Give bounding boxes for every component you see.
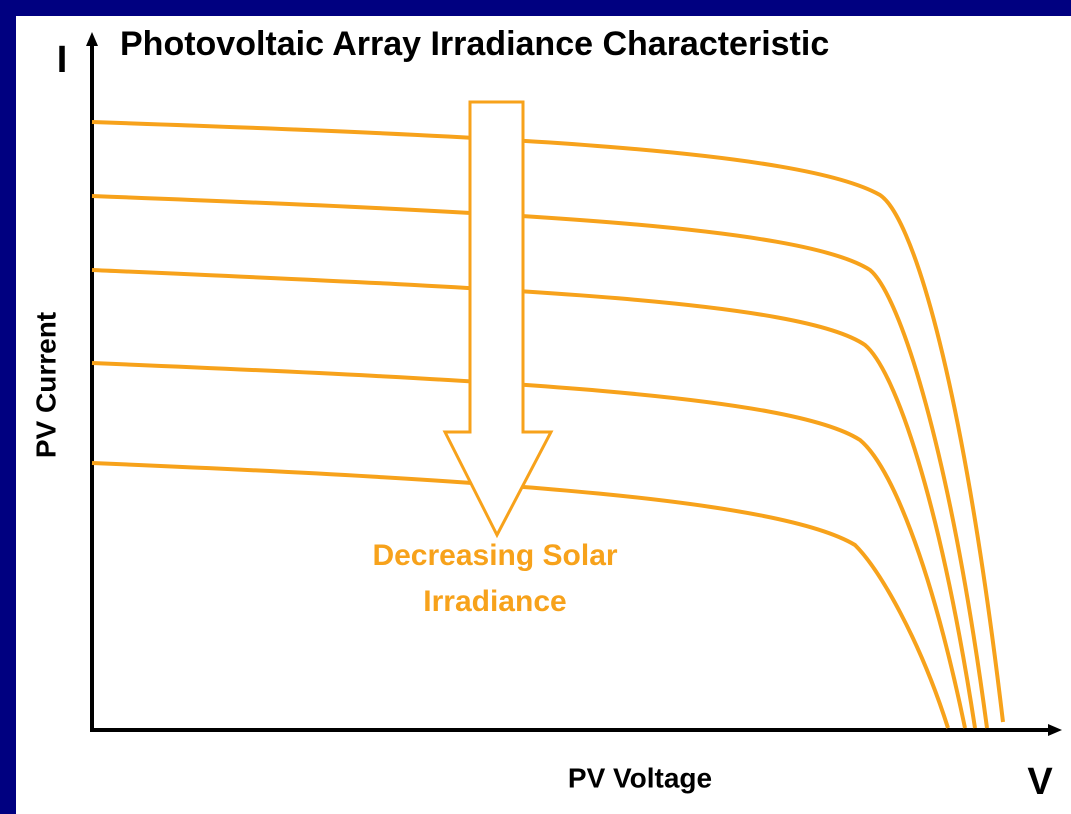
annotation-line: Decreasing Solar: [372, 539, 617, 572]
x-label: PV Voltage: [568, 762, 712, 793]
x-symbol: V: [1027, 761, 1053, 803]
iv-curve: [91, 361, 967, 729]
iv-curve: [91, 461, 950, 729]
x-axis-arrow: [1048, 724, 1062, 736]
annotation-line: Irradiance: [423, 585, 566, 618]
y-symbol: I: [57, 39, 68, 81]
iv-curve: [91, 268, 977, 729]
title: Photovoltaic Array Irradiance Characteri…: [120, 25, 829, 63]
y-axis-arrow: [86, 32, 98, 46]
decrease-arrow: [442, 100, 554, 539]
iv-curve: [91, 120, 1005, 723]
iv-curve: [91, 194, 989, 729]
y-label: PV Current: [30, 312, 61, 458]
canvas: [16, 16, 1071, 814]
